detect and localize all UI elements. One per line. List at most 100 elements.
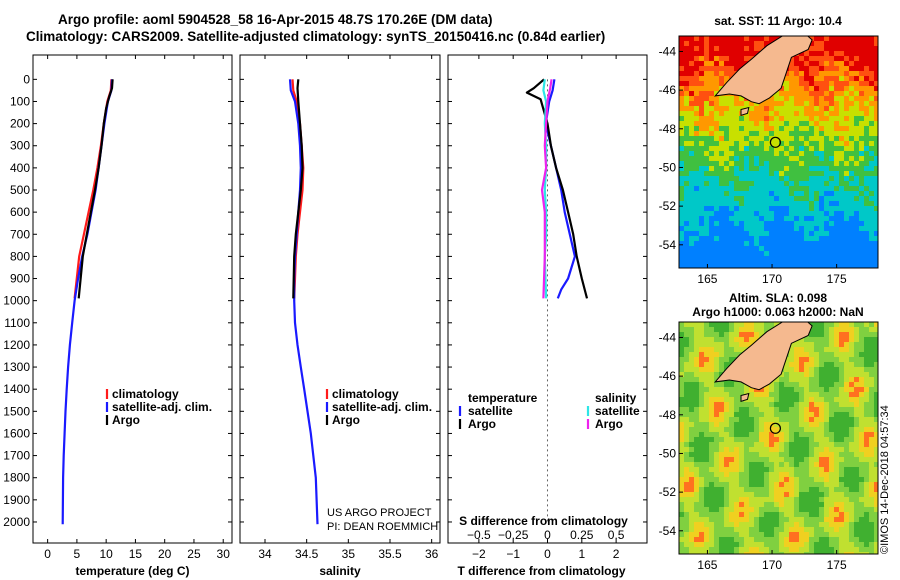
map-cell bbox=[709, 51, 715, 57]
map-cell bbox=[689, 542, 695, 548]
map-cell bbox=[829, 71, 835, 77]
map-cell bbox=[824, 76, 830, 82]
map-cell bbox=[784, 422, 790, 428]
map-cell bbox=[734, 432, 740, 438]
map-cell bbox=[834, 392, 840, 398]
map-cell bbox=[794, 397, 800, 403]
map-cell bbox=[859, 206, 865, 212]
map-cell bbox=[704, 382, 710, 388]
map-cell bbox=[779, 467, 785, 473]
map-cell bbox=[789, 517, 795, 523]
map-cell bbox=[864, 96, 870, 102]
map-cell bbox=[769, 216, 775, 222]
map-cell bbox=[754, 437, 760, 443]
map-cell bbox=[799, 517, 805, 523]
map-cell bbox=[694, 342, 700, 348]
map-cell bbox=[729, 467, 735, 473]
map-cell bbox=[719, 402, 725, 408]
map-cell bbox=[704, 66, 710, 72]
map-cell bbox=[694, 527, 700, 533]
map-cell bbox=[869, 542, 875, 548]
map-cell bbox=[764, 261, 770, 267]
map-cell bbox=[809, 241, 815, 247]
map-cell bbox=[874, 76, 878, 82]
map-cell bbox=[679, 537, 685, 543]
map-cell bbox=[719, 106, 725, 112]
map-cell bbox=[734, 402, 740, 408]
map-cell bbox=[749, 131, 755, 137]
map-cell bbox=[684, 96, 690, 102]
map-cell bbox=[859, 467, 865, 473]
map-cell bbox=[839, 111, 845, 117]
map-cell bbox=[769, 537, 775, 543]
map-cell bbox=[769, 206, 775, 212]
map-cell bbox=[679, 91, 685, 97]
map-cell bbox=[824, 497, 830, 503]
map-cell bbox=[749, 146, 755, 152]
map-cell bbox=[874, 156, 878, 162]
map-cell bbox=[709, 327, 715, 333]
map-cell bbox=[679, 241, 685, 247]
map-cell bbox=[874, 81, 878, 87]
map-cell bbox=[754, 547, 760, 553]
map-cell bbox=[694, 467, 700, 473]
map-cell bbox=[819, 507, 825, 513]
map-cell bbox=[864, 51, 870, 57]
map-cell bbox=[774, 241, 780, 247]
map-cell bbox=[794, 156, 800, 162]
map-cell bbox=[809, 442, 815, 448]
map-cell bbox=[839, 402, 845, 408]
map-cell bbox=[739, 96, 745, 102]
map-cell bbox=[719, 477, 725, 483]
map-cell bbox=[864, 447, 870, 453]
map-cell bbox=[839, 467, 845, 473]
map-cell bbox=[759, 502, 765, 508]
map-cell bbox=[814, 367, 820, 373]
map-cell bbox=[844, 191, 850, 197]
map-cell bbox=[854, 327, 860, 333]
map-cell bbox=[744, 226, 750, 232]
map-cell bbox=[704, 432, 710, 438]
map-x-tick-label: 170 bbox=[762, 272, 782, 286]
map-cell bbox=[724, 392, 730, 398]
map-cell bbox=[774, 442, 780, 448]
map-cell bbox=[774, 397, 780, 403]
map-cell bbox=[844, 332, 850, 338]
map-cell bbox=[729, 41, 735, 47]
map-cell bbox=[749, 332, 755, 338]
map-cell bbox=[869, 161, 875, 167]
map-cell bbox=[854, 36, 860, 42]
map-cell bbox=[854, 131, 860, 137]
map-cell bbox=[854, 382, 860, 388]
map-cell bbox=[734, 51, 740, 57]
map-cell bbox=[854, 41, 860, 47]
map-cell bbox=[824, 547, 830, 553]
map-cell bbox=[764, 246, 770, 252]
map-cell bbox=[704, 477, 710, 483]
map-cell bbox=[799, 497, 805, 503]
map-cell bbox=[764, 462, 770, 468]
map-cell bbox=[759, 211, 765, 217]
map-cell bbox=[794, 362, 800, 368]
map-cell bbox=[869, 532, 875, 538]
map-cell bbox=[839, 487, 845, 493]
map-cell bbox=[699, 201, 705, 207]
map-cell bbox=[874, 126, 878, 132]
map-cell bbox=[859, 542, 865, 548]
map-cell bbox=[704, 226, 710, 232]
map-cell bbox=[869, 537, 875, 543]
map-cell bbox=[789, 186, 795, 192]
map-cell bbox=[744, 497, 750, 503]
map-cell bbox=[679, 96, 685, 102]
map-cell bbox=[699, 221, 705, 227]
map-cell bbox=[689, 397, 695, 403]
map-cell bbox=[804, 532, 810, 538]
map-cell bbox=[739, 126, 745, 132]
map-cell bbox=[809, 221, 815, 227]
map-cell bbox=[754, 241, 760, 247]
map-cell bbox=[689, 71, 695, 77]
map-cell bbox=[829, 512, 835, 518]
map-cell bbox=[689, 211, 695, 217]
map-cell bbox=[859, 537, 865, 543]
map-cell bbox=[729, 422, 735, 428]
